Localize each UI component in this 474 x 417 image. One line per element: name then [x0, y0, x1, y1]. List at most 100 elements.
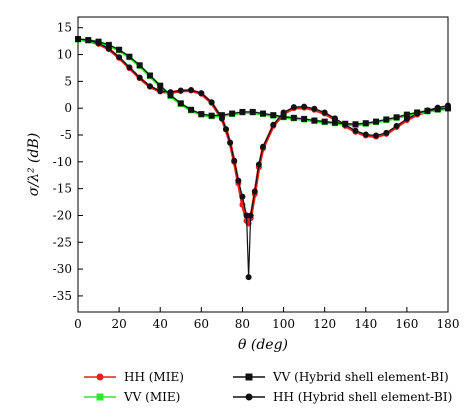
data-point — [331, 115, 338, 122]
data-point — [136, 74, 143, 81]
data-point — [393, 122, 400, 129]
y-tick-label: 10 — [57, 48, 72, 62]
data-point — [231, 157, 238, 164]
data-point — [245, 393, 253, 401]
x-axis-label: θ (deg) — [238, 337, 288, 353]
data-point — [157, 88, 164, 95]
y-tick-label: -5 — [60, 128, 72, 142]
data-point — [245, 373, 253, 381]
data-point — [95, 40, 102, 47]
data-point — [270, 121, 277, 128]
legend-label: VV (MIE) — [123, 390, 180, 404]
data-point — [105, 41, 112, 48]
y-tick-label: -35 — [53, 289, 72, 303]
x-tick-label: 120 — [313, 317, 336, 331]
x-tick-label: 160 — [395, 317, 418, 331]
legend-item: HH (MIE) — [84, 370, 184, 384]
data-point — [198, 90, 205, 97]
data-point — [290, 114, 297, 121]
data-point — [157, 82, 164, 89]
data-point — [321, 109, 328, 116]
data-point — [383, 129, 390, 136]
data-point — [245, 274, 252, 281]
data-point — [373, 132, 380, 139]
data-point — [383, 116, 390, 123]
data-point — [177, 87, 184, 94]
data-point — [255, 161, 262, 168]
data-point — [218, 112, 225, 119]
data-point — [403, 115, 410, 122]
data-point — [403, 111, 410, 118]
plot-marks — [75, 35, 451, 281]
data-point — [290, 104, 297, 111]
x-tick-label: 140 — [354, 317, 377, 331]
plot-frame — [77, 16, 449, 313]
y-tick-label: 15 — [57, 21, 72, 35]
x-tick-label: 180 — [437, 317, 460, 331]
legend-label: HH (MIE) — [124, 370, 184, 384]
data-point — [342, 121, 349, 128]
x-tick-label: 20 — [111, 317, 126, 331]
y-tick-label: 5 — [64, 74, 72, 88]
data-point — [301, 115, 308, 122]
data-point — [331, 119, 338, 126]
y-axis-label: σ/λ² (dB) — [26, 133, 42, 196]
data-point — [243, 212, 250, 219]
data-point — [235, 177, 242, 184]
x-tick-label: 100 — [272, 317, 295, 331]
y-tick-label: -25 — [53, 235, 72, 249]
legend-item: VV (Hybrid shell element-BI) — [233, 370, 449, 384]
data-point — [280, 113, 287, 120]
data-point — [280, 109, 287, 116]
x-tick-label: 40 — [153, 317, 168, 331]
series-line — [77, 38, 449, 227]
data-point — [188, 86, 195, 93]
data-point — [424, 107, 431, 114]
data-point — [311, 105, 318, 112]
data-point — [116, 46, 123, 53]
x-tick-label: 80 — [235, 317, 250, 331]
series-1 — [75, 36, 451, 227]
data-point — [116, 54, 123, 61]
series-line — [77, 38, 449, 278]
data-point — [247, 212, 254, 219]
series-3 — [75, 35, 451, 128]
x-tick-label: 60 — [194, 317, 209, 331]
data-point — [251, 188, 258, 195]
data-point — [208, 99, 215, 106]
data-point — [414, 110, 421, 117]
series-4 — [75, 35, 451, 281]
data-point — [239, 193, 246, 200]
data-point — [218, 115, 225, 122]
data-point — [177, 100, 184, 107]
data-point — [146, 72, 153, 79]
data-point — [85, 37, 92, 44]
data-point — [198, 111, 205, 118]
y-tick-label: -10 — [53, 155, 72, 169]
data-point — [393, 114, 400, 121]
data-point — [96, 393, 104, 401]
legend-item: HH (Hybrid shell element-BI) — [233, 390, 452, 404]
data-point — [239, 108, 246, 115]
x-tick-label: 0 — [74, 317, 82, 331]
data-point — [229, 110, 236, 117]
data-point — [188, 106, 195, 113]
data-point — [270, 112, 277, 119]
data-point — [362, 120, 369, 127]
data-point — [126, 53, 133, 60]
y-tick-label: 0 — [64, 101, 72, 115]
data-point — [311, 117, 318, 124]
data-point — [105, 45, 112, 52]
y-tick-label: -20 — [53, 208, 72, 222]
data-point — [249, 108, 256, 115]
data-point — [208, 112, 215, 119]
data-point — [362, 131, 369, 138]
y-tick-label: -30 — [53, 262, 72, 276]
y-tick-label: -15 — [53, 182, 72, 196]
legend-label: HH (Hybrid shell element-BI) — [273, 390, 452, 404]
data-point — [260, 110, 266, 117]
data-point — [434, 104, 441, 111]
data-point — [167, 92, 174, 99]
legend-item: VV (MIE) — [84, 390, 180, 404]
data-point — [126, 64, 133, 71]
